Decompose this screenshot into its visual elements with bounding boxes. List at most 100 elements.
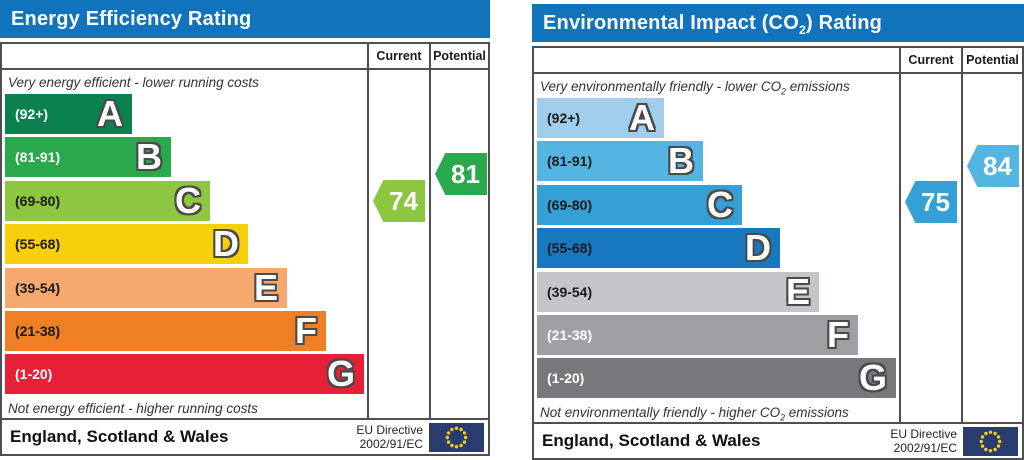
band-range-label: (55-68) — [15, 236, 61, 253]
chart-title-text-after: ) Rating — [806, 12, 883, 34]
chart-title-text: Environmental Impact (CO — [543, 12, 799, 34]
chart-title-subscript: 2 — [798, 23, 807, 37]
band-bar: (69-80) C — [5, 179, 210, 221]
band-bar: (92+) A — [5, 94, 132, 134]
potential-column-header: Potential — [961, 48, 1022, 74]
band-letter: G — [858, 357, 887, 399]
band-row-f: (21-38) F — [537, 313, 899, 355]
eu-directive-line1: EU Directive — [890, 426, 957, 441]
potential-column: 81 — [429, 70, 488, 418]
chart-table: Current Potential Very environmentally f… — [532, 46, 1024, 460]
rating-scale: Very environmentally friendly - lower CO… — [534, 74, 899, 422]
top-caption: Very energy efficient - lower running co… — [2, 73, 367, 92]
potential-column-header: Potential — [429, 44, 488, 70]
chart-title-text: Energy Efficiency Rating — [11, 8, 252, 30]
environmental-impact-chart: Environmental Impact (CO2) Rating Curren… — [532, 4, 1024, 460]
current-column: 75 — [899, 74, 961, 422]
top-caption-text-after: emissions — [785, 79, 850, 94]
band-letter: D — [213, 223, 239, 265]
band-bar: (81-91) B — [537, 141, 703, 182]
eu-directive-line2: 2002/91/EC — [359, 437, 423, 451]
band-row-e: (39-54) E — [5, 266, 367, 308]
top-caption-text: Very environmentally friendly - lower CO — [540, 79, 782, 94]
header-spacer — [2, 44, 367, 70]
eu-flag-icon — [429, 422, 484, 452]
current-column: 74 — [367, 70, 429, 418]
band-range-label: (1-20) — [15, 366, 53, 383]
region-label: England, Scotland & Wales — [10, 427, 229, 446]
chart-footer: England, Scotland & Wales EU Directive 20… — [2, 418, 488, 454]
band-row-f: (21-38) F — [5, 309, 367, 351]
band-bar: (39-54) E — [5, 266, 287, 308]
band-bar: (55-68) D — [537, 227, 780, 269]
band-letter: E — [253, 266, 278, 308]
top-caption-text: Very energy efficient - lower running co… — [8, 75, 259, 90]
eu-flag-icon — [963, 426, 1018, 456]
band-range-label: (21-38) — [547, 326, 593, 343]
bottom-caption-text: Not energy efficient - higher running co… — [8, 401, 258, 416]
band-letter: B — [136, 136, 162, 178]
region-label: England, Scotland & Wales — [542, 431, 761, 450]
top-caption-subscript: 2 — [781, 86, 786, 97]
band-row-g: (1-20) G — [5, 353, 367, 395]
band-letter: C — [707, 183, 733, 225]
band-range-label: (55-68) — [547, 240, 593, 257]
chart-title: Energy Efficiency Rating — [0, 0, 490, 38]
band-letter: A — [629, 97, 655, 138]
band-letter: A — [97, 93, 123, 134]
band-range-label: (39-54) — [547, 283, 593, 300]
band-row-d: (55-68) D — [537, 227, 899, 269]
eu-directive-label: EU Directive 2002/91/EC — [890, 427, 957, 456]
band-range-label: (92+) — [15, 106, 49, 122]
band-letter: G — [326, 353, 355, 395]
band-row-e: (39-54) E — [537, 271, 899, 312]
header-spacer — [534, 48, 899, 74]
band-row-a: (92+) A — [5, 94, 367, 134]
current-column-header: Current — [899, 48, 961, 74]
band-letter: F — [827, 313, 849, 355]
current-arrow: 74 — [373, 180, 425, 222]
bottom-caption-text: Not environmentally friendly - higher CO — [540, 405, 781, 420]
eu-directive-line2: 2002/91/EC — [893, 441, 957, 455]
band-range-label: (21-38) — [15, 322, 61, 339]
current-column-header: Current — [367, 44, 429, 70]
energy-efficiency-chart: Energy Efficiency Rating Current Potenti… — [0, 0, 490, 456]
rating-scale: Very energy efficient - lower running co… — [2, 70, 367, 418]
band-row-g: (1-20) G — [537, 357, 899, 399]
band-bar: (69-80) C — [537, 183, 742, 225]
band-bar: (39-54) E — [537, 271, 819, 312]
potential-value: 84 — [983, 150, 1012, 181]
band-row-c: (69-80) C — [5, 179, 367, 221]
band-range-label: (92+) — [547, 110, 581, 126]
bottom-caption: Not environmentally friendly - higher CO… — [534, 403, 899, 422]
band-row-d: (55-68) D — [5, 223, 367, 265]
band-range-label: (69-80) — [547, 196, 593, 213]
bottom-caption: Not energy efficient - higher running co… — [2, 399, 367, 418]
band-letter: D — [745, 227, 771, 269]
band-letter: C — [175, 179, 201, 221]
band-row-a: (92+) A — [537, 98, 899, 138]
band-list: (92+) A (81-91) B (69-80) C (55-68) D (3… — [534, 98, 899, 402]
eu-directive-line1: EU Directive — [356, 422, 423, 437]
band-bar: (55-68) D — [5, 223, 248, 265]
bottom-caption-subscript: 2 — [780, 412, 785, 422]
band-range-label: (69-80) — [15, 192, 61, 209]
band-range-label: (81-91) — [547, 153, 593, 170]
potential-column: 84 — [961, 74, 1022, 422]
bottom-caption-text-after: emissions — [785, 405, 849, 420]
band-bar: (1-20) G — [5, 353, 364, 395]
top-caption: Very environmentally friendly - lower CO… — [534, 77, 899, 97]
band-bar: (92+) A — [537, 98, 664, 138]
band-letter: F — [295, 309, 317, 351]
potential-value: 81 — [451, 158, 480, 189]
band-bar: (1-20) G — [537, 357, 896, 399]
band-list: (92+) A (81-91) B (69-80) C (55-68) D (3… — [2, 94, 367, 398]
band-row-b: (81-91) B — [5, 136, 367, 178]
band-range-label: (39-54) — [15, 279, 61, 296]
chart-footer: England, Scotland & Wales EU Directive 20… — [534, 422, 1022, 458]
chart-title: Environmental Impact (CO2) Rating — [532, 4, 1024, 42]
chart-table: Current Potential Very energy efficient … — [0, 42, 490, 456]
band-row-b: (81-91) B — [537, 141, 899, 182]
band-range-label: (81-91) — [15, 149, 61, 166]
